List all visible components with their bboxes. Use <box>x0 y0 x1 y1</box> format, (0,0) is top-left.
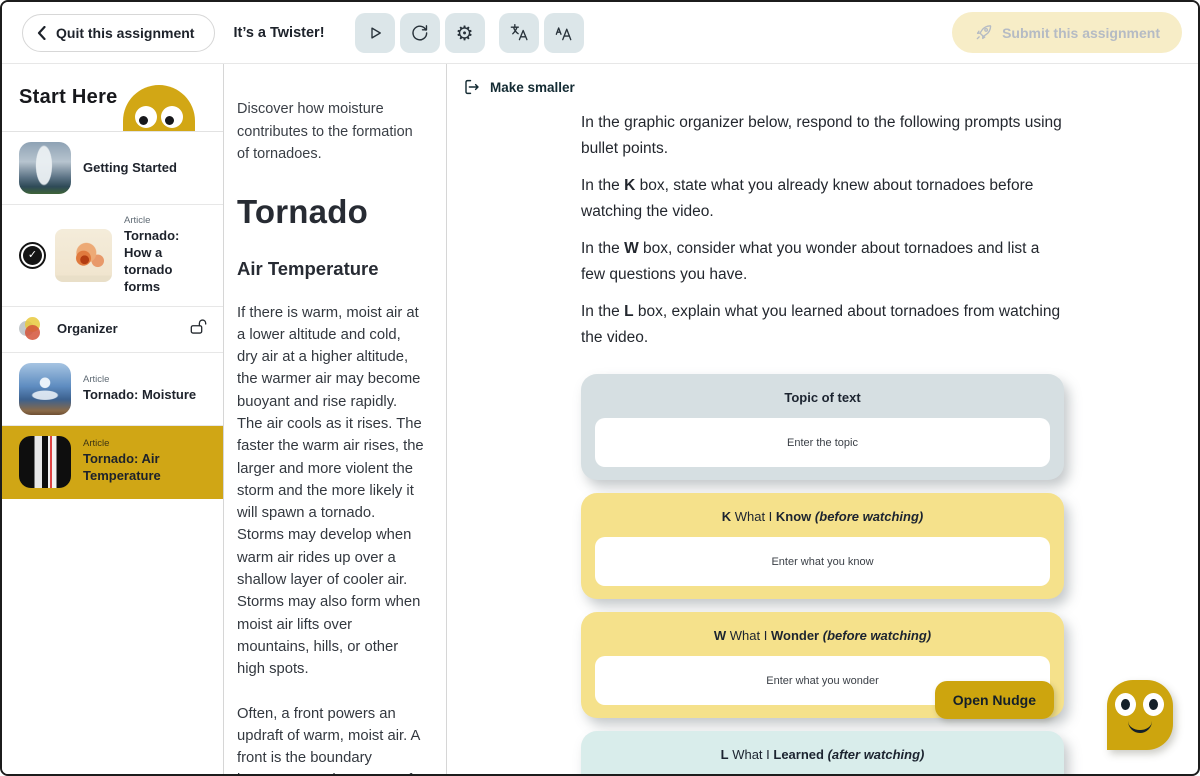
learned-card-header: L What I Learned (after watching) <box>720 747 925 762</box>
smiley-eye-left <box>1115 693 1136 716</box>
unlocked-padlock-icon <box>189 317 209 341</box>
lesson-sidebar: Start Here Getting Started ✓ Article Tor… <box>2 64 224 774</box>
mascot-eye-right <box>161 106 183 128</box>
article-subtitle: Air Temperature <box>237 257 379 279</box>
sidebar-item-label: Tornado: Moisture <box>83 386 197 402</box>
collapse-panel-icon <box>465 79 479 95</box>
article-title: Tornado <box>237 192 368 230</box>
text-size-icon <box>555 26 571 40</box>
translate-button[interactable] <box>498 12 539 53</box>
know-input[interactable] <box>595 537 1050 586</box>
sidebar-item-label: Organizer <box>57 320 118 336</box>
tornado-photo-thumbnail <box>19 142 71 194</box>
know-card-header: K What I Know (before watching) <box>721 509 924 524</box>
text-size-button[interactable] <box>543 12 584 53</box>
play-button[interactable] <box>354 12 395 53</box>
tornado-map-thumbnail <box>55 228 112 282</box>
instruction-paragraph: In the W box, consider what you wonder a… <box>581 240 1040 283</box>
chevron-left-icon <box>37 25 46 40</box>
nudge-smiley-avatar[interactable] <box>1107 680 1173 750</box>
learned-card: L What I Learned (after watching) <box>581 731 1064 774</box>
sidebar-item-how-tornado-forms[interactable]: ✓ Article Tornado: How a tornado forms <box>2 205 223 307</box>
restart-icon <box>412 25 428 41</box>
organizer-circles-icon <box>19 317 45 341</box>
submit-assignment-button[interactable]: Submit this assignment <box>952 12 1182 53</box>
organizer-pane: Make smaller In the graphic organizer be… <box>447 64 1198 774</box>
completed-check-icon: ✓ <box>19 241 46 269</box>
open-nudge-button[interactable]: Open Nudge <box>934 681 1054 719</box>
item-kicker: Article <box>83 373 110 385</box>
instruction-paragraph: In the graphic organizer below, respond … <box>581 114 1062 157</box>
translate-icon <box>510 23 528 40</box>
submit-label: Submit this assignment <box>1002 24 1160 41</box>
article-paragraph: Often, a front powers an updraft of warm… <box>237 705 420 774</box>
wonder-card: W What I Wonder (before watching) <box>581 612 1064 718</box>
settings-button[interactable]: ⚙ <box>444 12 485 53</box>
sidebar-item-organizer[interactable]: Organizer <box>2 306 223 353</box>
main-area: Start Here Getting Started ✓ Article Tor… <box>2 64 1198 774</box>
sidebar-item-air-temperature[interactable]: Article Tornado: Air Temperature <box>2 425 223 499</box>
topbar: Quit this assignment It’s a Twister! ⚙ <box>2 2 1198 64</box>
quit-assignment-button[interactable]: Quit this assignment <box>22 13 216 52</box>
make-smaller-button[interactable]: Make smaller <box>463 78 575 96</box>
assignment-title: It’s a Twister! <box>233 24 325 41</box>
article-paragraph: If there is warm, moist air at a lower a… <box>237 304 424 678</box>
mascot-eye-left <box>135 106 157 128</box>
restart-button[interactable] <box>399 12 440 53</box>
article-description: Discover how moisture contributes to the… <box>237 101 413 162</box>
article-pane: Discover how moisture contributes to the… <box>224 64 447 774</box>
smiley-eye-right <box>1143 693 1164 716</box>
sidebar-title: Start Here <box>19 86 118 108</box>
sidebar-item-label: Tornado: Air Temperature <box>83 451 161 484</box>
kwl-cards: Topic of text K What I Know (before watc… <box>581 374 1064 774</box>
sidebar-header: Start Here <box>2 64 223 132</box>
wonder-card-header: W What I Wonder (before watching) <box>713 628 932 643</box>
topic-input[interactable] <box>595 418 1050 467</box>
instruction-paragraph: In the L box, explain what you learned a… <box>581 303 1061 346</box>
make-smaller-label: Make smaller <box>490 79 575 95</box>
thermometer-thumbnail <box>19 435 71 488</box>
topic-card: Topic of text <box>581 374 1064 480</box>
googly-eyes-mascot-icon <box>123 85 195 131</box>
water-drop-thumbnail <box>19 362 71 415</box>
organizer-content: In the graphic organizer below, respond … <box>581 110 1064 774</box>
quit-label: Quit this assignment <box>56 24 195 41</box>
know-card: K What I Know (before watching) <box>581 493 1064 599</box>
topic-card-header: Topic of text <box>784 390 861 405</box>
sidebar-item-getting-started[interactable]: Getting Started <box>2 132 223 205</box>
text-tools <box>498 12 584 53</box>
gear-icon: ⚙ <box>455 20 474 45</box>
play-icon <box>370 26 381 39</box>
playback-tools: ⚙ <box>354 12 485 53</box>
item-kicker: Article <box>83 438 110 450</box>
instruction-paragraph: In the K box, state what you already kne… <box>581 177 1034 220</box>
smiley-mouth <box>1128 720 1152 733</box>
sidebar-item-label: Tornado: How a tornado forms <box>124 228 180 294</box>
sidebar-item-moisture[interactable]: Article Tornado: Moisture <box>2 352 223 426</box>
sidebar-item-label: Getting Started <box>83 159 177 175</box>
item-kicker: Article <box>124 215 151 226</box>
rocket-icon <box>976 25 992 40</box>
